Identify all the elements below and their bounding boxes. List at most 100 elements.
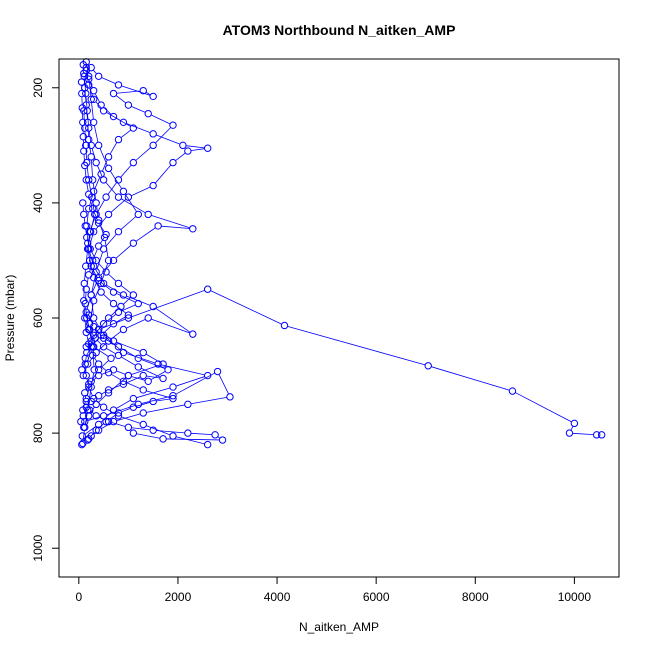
data-point <box>97 288 105 296</box>
series-line-segment <box>87 320 90 327</box>
data-point <box>169 394 177 403</box>
series-line-segment <box>136 433 161 439</box>
series-line-segment <box>93 211 98 221</box>
data-point <box>129 394 138 403</box>
data-point <box>104 210 113 219</box>
data-point <box>109 366 118 374</box>
data-point <box>565 429 574 437</box>
data-point <box>129 239 138 247</box>
series-line-segment <box>121 304 136 312</box>
series-line-segment <box>124 193 137 212</box>
series-line-segment <box>101 263 108 281</box>
data-point <box>184 400 192 409</box>
data-point <box>94 242 103 250</box>
data-point <box>83 348 91 357</box>
data-point <box>82 371 90 380</box>
series-line-segment <box>86 64 89 74</box>
data-point <box>94 325 103 334</box>
data-point <box>82 262 90 270</box>
data-point <box>213 367 222 376</box>
data-point <box>85 81 93 89</box>
data-point <box>109 256 118 265</box>
series-line-segment <box>116 117 131 127</box>
series-line-segment <box>101 77 116 84</box>
series-line-segment <box>121 198 146 214</box>
data-point <box>78 366 86 374</box>
data-point <box>119 325 128 334</box>
series-line-segment <box>111 422 126 427</box>
data-point <box>102 193 110 201</box>
series-line-segment <box>85 148 87 160</box>
series-line-segment <box>109 142 118 155</box>
series-line-segment <box>103 106 112 115</box>
series-line-segment <box>93 248 98 258</box>
data-point <box>86 325 94 334</box>
data-point <box>134 363 142 371</box>
data-point <box>109 89 118 98</box>
data-point <box>81 222 89 230</box>
series-line-segment <box>98 394 107 403</box>
y-tick-label: 200 <box>31 77 45 97</box>
data-point <box>94 366 103 374</box>
data-point <box>114 409 123 417</box>
data-point <box>84 436 92 444</box>
x-tick-label: 10000 <box>558 590 592 604</box>
series-line-segment <box>100 282 112 291</box>
series-line-segment <box>166 438 220 441</box>
y-tick-label: 400 <box>31 193 45 213</box>
data-point <box>88 351 97 360</box>
series-line-segment <box>94 93 101 103</box>
data-point <box>89 118 98 127</box>
data-point <box>139 420 147 429</box>
data-point <box>79 439 87 448</box>
data-point <box>85 380 93 388</box>
data-point <box>124 311 133 319</box>
series-line-segment <box>108 273 117 282</box>
data-point <box>104 153 113 161</box>
data-point <box>134 210 142 219</box>
data-point <box>424 362 432 370</box>
data-point <box>114 351 123 360</box>
data-point <box>80 423 88 432</box>
series-line-segment <box>154 164 172 184</box>
data-point <box>144 314 152 322</box>
data-point <box>80 147 88 155</box>
data-point <box>592 431 601 439</box>
data-point <box>114 135 123 144</box>
series-line-segment <box>93 125 99 143</box>
data-point <box>102 230 110 239</box>
series-line-segment <box>83 154 85 163</box>
series-line-segment <box>110 308 119 317</box>
data-point <box>119 187 128 196</box>
series-line-segment <box>89 234 94 246</box>
data-point <box>129 158 138 167</box>
series-line-segment <box>126 376 141 384</box>
series-line-segment <box>131 289 205 318</box>
series-line-segment <box>109 170 123 189</box>
data-point <box>114 176 123 184</box>
data-point <box>124 423 133 432</box>
data-point <box>89 227 98 236</box>
y-tick-label: 800 <box>31 423 45 443</box>
data-point <box>91 334 99 342</box>
data-point <box>189 225 197 233</box>
series-line-segment <box>186 145 205 149</box>
series-line-segment <box>126 318 146 329</box>
series-line-segment <box>161 225 190 229</box>
data-point <box>85 75 93 83</box>
data-point <box>88 204 97 213</box>
data-point <box>139 348 147 357</box>
data-point <box>119 291 128 299</box>
data-point <box>92 426 100 434</box>
data-point <box>94 72 103 80</box>
data-point <box>94 141 103 150</box>
series-line-segment <box>92 69 97 75</box>
data-point <box>85 412 93 420</box>
data-point <box>189 330 197 338</box>
series-line-segment <box>85 355 87 361</box>
series-line-segment <box>100 365 107 371</box>
chart-title: ATOM3 Northbound N_aitken_AMP <box>223 22 456 38</box>
series-line-segment <box>131 364 161 375</box>
series-line-segment <box>97 340 102 345</box>
